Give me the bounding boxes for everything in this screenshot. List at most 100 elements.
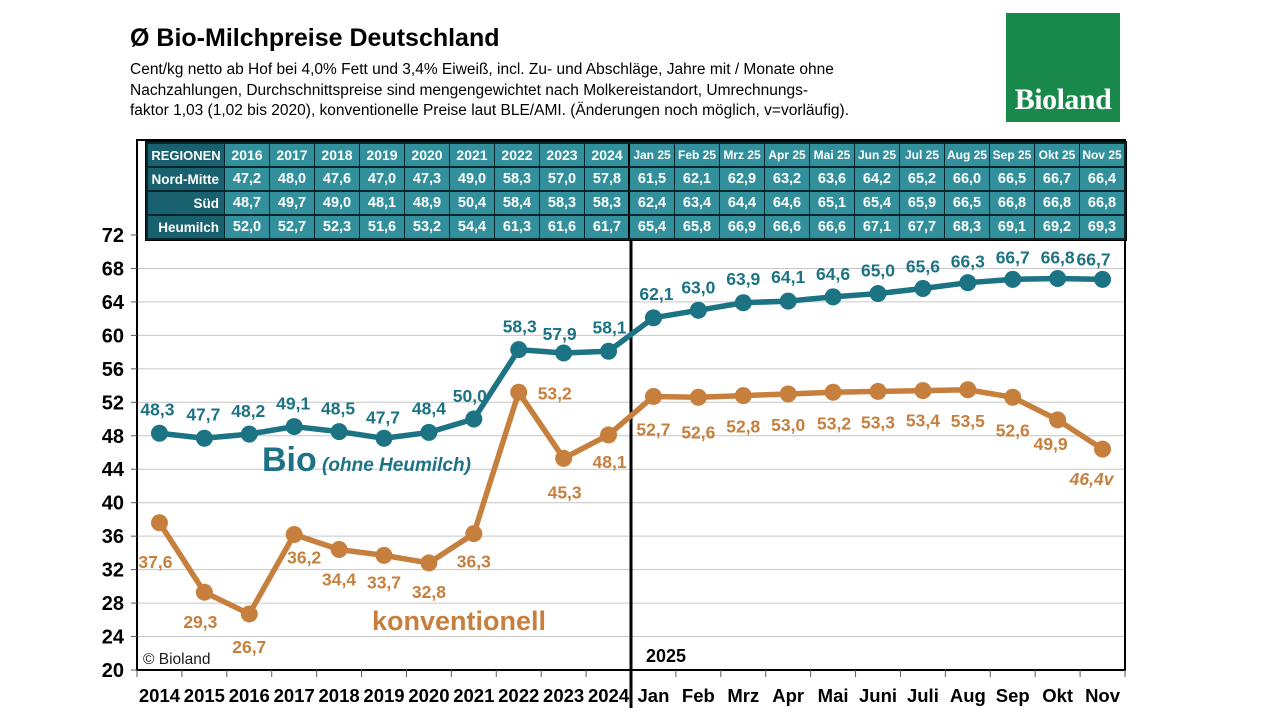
- bio-value-label: 47,7: [186, 404, 220, 424]
- bio-point: [285, 418, 303, 436]
- table-value-cell: 69,2: [1035, 216, 1079, 238]
- bio-value-label: 66,8: [1041, 248, 1075, 268]
- bio-value-label: 65,0: [861, 261, 895, 281]
- y-axis-label: 68: [102, 258, 124, 280]
- bio-point: [150, 424, 168, 442]
- konventionell-value-label: 33,7: [367, 572, 401, 592]
- konventionell-point: [689, 388, 707, 406]
- table-value-cell: 67,7: [900, 216, 944, 238]
- table-header-cell: Nov 25: [1080, 144, 1124, 166]
- table-value-cell: 66,0: [945, 168, 989, 190]
- konventionell-value-label: 52,6: [996, 420, 1030, 440]
- table-value-cell: 61,7: [585, 216, 629, 238]
- konventionell-point: [465, 525, 483, 543]
- bio-point: [240, 425, 258, 443]
- table-value-cell: 57,0: [540, 168, 584, 190]
- konventionell-point: [644, 387, 662, 405]
- table-header-cell: 2024: [585, 144, 629, 166]
- table-value-cell: 58,3: [585, 192, 629, 214]
- table-value-cell: 62,4: [630, 192, 674, 214]
- table-value-cell: 47,0: [360, 168, 404, 190]
- bio-value-label: 48,2: [231, 401, 265, 421]
- table-value-cell: 58,4: [495, 192, 539, 214]
- table-value-cell: 65,9: [900, 192, 944, 214]
- bio-point: [375, 429, 393, 447]
- table-value-cell: 66,8: [990, 192, 1034, 214]
- table-value-cell: 66,7: [1035, 168, 1079, 190]
- bio-value-label: 57,9: [543, 324, 577, 344]
- bio-value-label: 48,3: [140, 399, 174, 419]
- bio-point: [1094, 270, 1112, 288]
- bio-point: [959, 274, 977, 292]
- konventionell-value-label: 52,8: [726, 417, 760, 437]
- bio-point: [1004, 270, 1022, 288]
- table-value-cell: 48,0: [270, 168, 314, 190]
- konventionell-value-label: 34,4: [322, 570, 356, 590]
- table-value-cell: 52,7: [270, 216, 314, 238]
- table-value-cell: 65,4: [630, 216, 674, 238]
- table-value-cell: 64,2: [855, 168, 899, 190]
- konventionell-point: [330, 541, 348, 559]
- bioland-logo-wordmark: Bioland: [1014, 83, 1112, 116]
- table-row-label: Süd: [148, 192, 224, 214]
- table-header-cell: Jan 25: [630, 144, 674, 166]
- table-value-cell: 66,6: [810, 216, 854, 238]
- konventionell-point: [240, 605, 258, 623]
- konventionell-value-label: 29,3: [183, 612, 217, 632]
- bio-line: [156, 275, 1106, 442]
- x-axis-label: Sep: [996, 685, 1030, 706]
- bio-point: [600, 342, 618, 360]
- konventionell-point: [510, 383, 528, 401]
- table-value-cell: 51,6: [360, 216, 404, 238]
- table-value-cell: 66,6: [765, 216, 809, 238]
- konventionell-value-label: 32,8: [412, 582, 446, 602]
- konventionell-value-label: 53,4: [906, 411, 940, 431]
- konventionell-point: [779, 385, 797, 403]
- konventionell-value-label: 53,2: [538, 383, 572, 403]
- table-value-cell: 61,6: [540, 216, 584, 238]
- x-axis-label: Mai: [818, 685, 849, 706]
- table-value-cell: 64,4: [720, 192, 764, 214]
- konventionell-value-label: 36,3: [457, 552, 491, 572]
- konventionell-point: [375, 546, 393, 564]
- y-axis-label: 64: [102, 292, 125, 314]
- bio-point: [914, 280, 932, 298]
- price-table: REGIONEN 2016 2017 2018 2019 2020 2021 2022 2023…: [145, 141, 1127, 241]
- konventionell-point: [1094, 440, 1112, 458]
- subtitle-line-2: Nachzahlungen, Durchschnittspreise sind …: [130, 81, 809, 99]
- table-header-cell: 2016: [225, 144, 269, 166]
- bio-value-label: 63,0: [681, 277, 715, 297]
- table-header-cell: 2020: [405, 144, 449, 166]
- table-value-cell: 54,4: [450, 216, 494, 238]
- table-header-cell: 2021: [450, 144, 494, 166]
- table-value-cell: 66,5: [945, 192, 989, 214]
- table-value-cell: 53,2: [405, 216, 449, 238]
- konventionell-value-label: 53,5: [951, 411, 985, 431]
- bio-value-label: 50,0: [453, 386, 487, 406]
- table-value-cell: 62,1: [675, 168, 719, 190]
- table-value-cell: 63,4: [675, 192, 719, 214]
- x-axis-label: Feb: [682, 685, 715, 706]
- table-value-cell: 49,0: [450, 168, 494, 190]
- table-value-cell: 64,6: [765, 192, 809, 214]
- bio-point: [1049, 270, 1067, 287]
- table-value-cell: 48,7: [225, 192, 269, 214]
- table-value-cell: 47,3: [405, 168, 449, 190]
- x-axis-label: 2016: [229, 685, 270, 706]
- table-value-cell: 68,3: [945, 216, 989, 238]
- page-title: Ø Bio-Milchpreise Deutschland: [130, 24, 500, 52]
- table-corner-cell: REGIONEN: [148, 144, 224, 166]
- konventionell-point: [285, 525, 303, 543]
- table-value-cell: 66,9: [720, 216, 764, 238]
- x-axis-label: 2020: [408, 685, 449, 706]
- table-header-cell: 2018: [315, 144, 359, 166]
- subtitle: Cent/kg netto ab Hof bei 4,0% Fett und 3…: [130, 60, 870, 122]
- table-value-cell: 47,2: [225, 168, 269, 190]
- x-axis-label: Okt: [1042, 685, 1073, 706]
- bio-value-label: 66,7: [996, 247, 1030, 267]
- subtitle-line-1: Cent/kg netto ab Hof bei 4,0% Fett und 3…: [130, 61, 834, 78]
- bio-point: [510, 341, 528, 359]
- table-row-label: Nord-Mitte: [148, 168, 224, 190]
- bio-series-label: Bio (ohne Heumilch): [262, 441, 471, 479]
